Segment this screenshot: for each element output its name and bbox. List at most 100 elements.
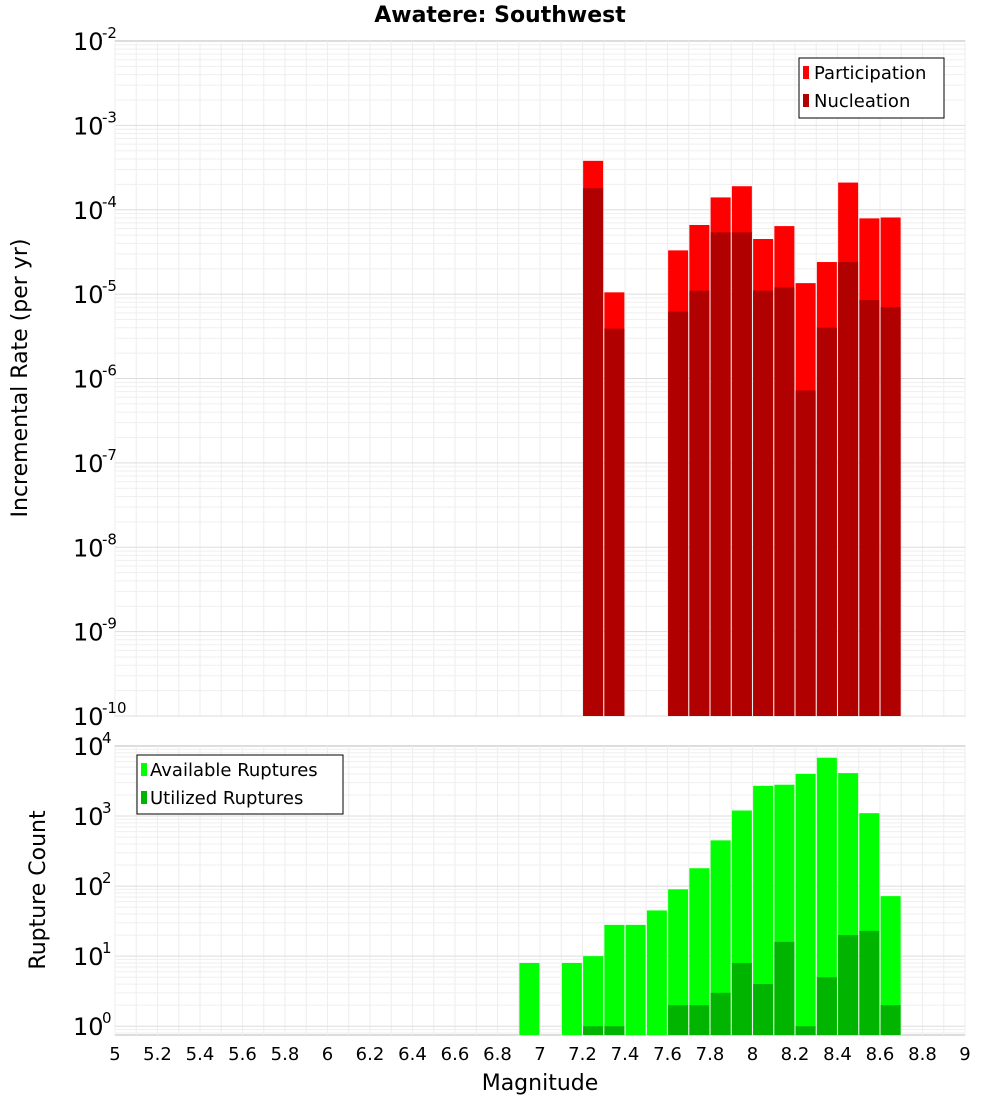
count-bar-utilized-ruptures — [604, 1026, 625, 1035]
count-bar-available-ruptures — [753, 785, 774, 1035]
count-bar-available-ruptures — [689, 868, 710, 1035]
count-bar-utilized-ruptures — [689, 1005, 710, 1035]
rate-bar-nucleation — [710, 232, 731, 716]
available-legend-label: Available Ruptures — [150, 760, 318, 781]
x-tick-label: 8 — [747, 1044, 758, 1065]
rate-y-tick-label: 10 — [73, 619, 104, 647]
count-bar-utilized-ruptures — [880, 1005, 901, 1035]
rate-y-tick-exponent: -7 — [102, 446, 117, 464]
rate-y-tick-label: 10 — [73, 112, 104, 140]
x-tick-label: 6 — [322, 1044, 333, 1065]
rate-y-tick-exponent: -5 — [102, 277, 117, 295]
count-bar-utilized-ruptures — [668, 1005, 689, 1035]
x-tick-label: 5.2 — [143, 1044, 172, 1065]
rate-bar-nucleation — [816, 327, 837, 716]
rate-y-tick-exponent: -6 — [102, 362, 117, 380]
x-tick-label: 7.8 — [696, 1044, 725, 1065]
x-tick-label: 7.6 — [653, 1044, 682, 1065]
count-bar-utilized-ruptures — [838, 935, 859, 1035]
x-tick-label: 6.4 — [398, 1044, 427, 1065]
count-y-tick-label: 10 — [73, 733, 104, 761]
participation-legend-label: Participation — [814, 63, 926, 84]
x-tick-label: 6.6 — [441, 1044, 470, 1065]
count-bar-utilized-ruptures — [816, 977, 837, 1035]
count-bar-available-ruptures — [816, 757, 837, 1035]
count-legend: Available Ruptures Utilized Ruptures — [136, 754, 344, 815]
x-axis-label: Magnitude — [482, 1071, 599, 1096]
count-bar-available-ruptures — [710, 840, 731, 1035]
count-bars — [519, 757, 901, 1035]
count-bar-utilized-ruptures — [795, 1026, 816, 1035]
count-bar-utilized-ruptures — [583, 1026, 604, 1035]
count-bar-available-ruptures — [880, 896, 901, 1035]
x-tick-label: 7 — [534, 1044, 545, 1065]
count-bar-available-ruptures — [561, 962, 582, 1035]
rate-bar-nucleation — [604, 328, 625, 716]
rate-bar-nucleation — [838, 262, 859, 716]
x-tick-label: 8.4 — [823, 1044, 852, 1065]
count-y-tick-label: 10 — [73, 873, 104, 901]
utilized-legend-label: Utilized Ruptures — [150, 788, 303, 809]
rate-y-tick-exponent: -3 — [102, 108, 117, 126]
x-tick-label: 5 — [109, 1044, 120, 1065]
rate-y-tick-label: 10 — [73, 534, 104, 562]
rate-bar-nucleation — [731, 232, 752, 716]
rate-y-tick-exponent: -2 — [102, 24, 117, 42]
count-bar-utilized-ruptures — [710, 992, 731, 1035]
rate-bar-nucleation — [880, 307, 901, 716]
nucleation-swatch — [803, 94, 809, 107]
x-tick-label: 6.2 — [356, 1044, 385, 1065]
available-swatch — [141, 763, 147, 776]
count-bar-available-ruptures — [604, 924, 625, 1035]
x-tick-label: 6.8 — [483, 1044, 512, 1065]
rate-y-axis-label: Incremental Rate (per yr) — [8, 239, 33, 518]
utilized-swatch — [141, 791, 147, 804]
x-tick-label: 8.2 — [781, 1044, 810, 1065]
x-tick-label: 7.4 — [611, 1044, 640, 1065]
count-legend-box — [136, 754, 344, 815]
x-tick-label: 5.4 — [186, 1044, 215, 1065]
rate-bar-nucleation — [859, 300, 880, 716]
x-tick-label: 8.8 — [908, 1044, 937, 1065]
rate-bar-nucleation — [668, 311, 689, 716]
count-bar-utilized-ruptures — [859, 930, 880, 1035]
rate-y-tick-label: 10 — [73, 366, 104, 394]
rate-bar-nucleation — [774, 287, 795, 716]
rate-y-tick-exponent: -4 — [102, 193, 117, 211]
participation-swatch — [803, 66, 809, 79]
count-y-tick-exponent: 4 — [102, 729, 112, 747]
count-y-axis-label: Rupture Count — [26, 810, 51, 970]
count-y-tick-exponent: 2 — [102, 869, 112, 887]
count-bar-available-ruptures — [668, 889, 689, 1035]
count-bar-available-ruptures — [625, 924, 646, 1035]
rate-y-tick-exponent: -8 — [102, 530, 117, 548]
nucleation-legend-label: Nucleation — [814, 91, 910, 112]
count-y-tick-exponent: 3 — [102, 799, 112, 817]
x-ticks: 5 5.2 5.4 5.6 5.8 6 6.2 6.4 6.6 6.8 7 7.2 7.4 7.6 7.8 8… — [109, 1044, 970, 1065]
rate-y-tick-label: 10 — [73, 197, 104, 225]
rate-legend-box — [798, 57, 945, 119]
count-y-tick-label: 10 — [73, 943, 104, 971]
count-bar-utilized-ruptures — [731, 962, 752, 1035]
rate-y-tick-label: 10 — [73, 281, 104, 309]
rate-y-tick-label: 10 — [73, 28, 104, 56]
rate-y-tick-exponent: -9 — [102, 615, 117, 633]
count-bar-utilized-ruptures — [753, 984, 774, 1035]
x-tick-label: 9 — [959, 1044, 970, 1065]
x-tick-label: 5.6 — [228, 1044, 257, 1065]
chart-title: Awatere: Southwest — [374, 3, 626, 28]
rate-bar-nucleation — [753, 290, 774, 716]
rate-gridlines — [114, 41, 966, 717]
count-y-tick-label: 10 — [73, 1013, 104, 1041]
rate-bar-nucleation — [583, 188, 604, 717]
rate-y-tick-label: 10 — [73, 450, 104, 478]
rate-bar-nucleation — [795, 390, 816, 716]
count-bar-utilized-ruptures — [774, 941, 795, 1035]
count-y-tick-exponent: 1 — [102, 939, 112, 957]
rate-bar-nucleation — [689, 290, 710, 716]
count-bar-available-ruptures — [795, 773, 816, 1035]
rate-y-tick-exponent: -10 — [102, 699, 127, 717]
